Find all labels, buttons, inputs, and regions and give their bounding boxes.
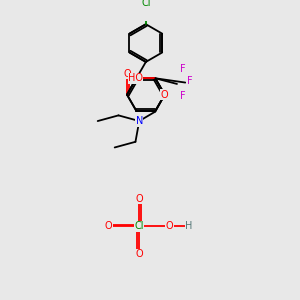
Text: Cl: Cl — [134, 221, 144, 232]
Text: O: O — [135, 249, 143, 259]
Text: F: F — [180, 92, 185, 101]
Text: O: O — [135, 194, 143, 204]
Text: Cl: Cl — [141, 0, 151, 8]
Text: F: F — [180, 64, 185, 74]
Text: O: O — [166, 221, 173, 232]
Text: H: H — [185, 221, 193, 232]
Text: O: O — [123, 69, 131, 79]
Text: HO: HO — [128, 73, 143, 83]
Text: O: O — [161, 90, 169, 100]
Text: O: O — [105, 221, 112, 232]
Text: N: N — [136, 116, 143, 126]
Text: F: F — [187, 76, 192, 86]
